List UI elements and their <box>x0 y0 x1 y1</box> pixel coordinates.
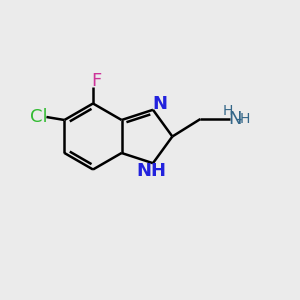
Text: F: F <box>91 72 101 90</box>
Text: NH: NH <box>136 162 166 180</box>
Text: -: - <box>236 110 242 128</box>
Text: N: N <box>228 110 242 128</box>
Text: N: N <box>152 95 167 113</box>
Text: H: H <box>239 112 250 126</box>
Text: Cl: Cl <box>30 108 48 126</box>
Text: H: H <box>222 103 233 118</box>
